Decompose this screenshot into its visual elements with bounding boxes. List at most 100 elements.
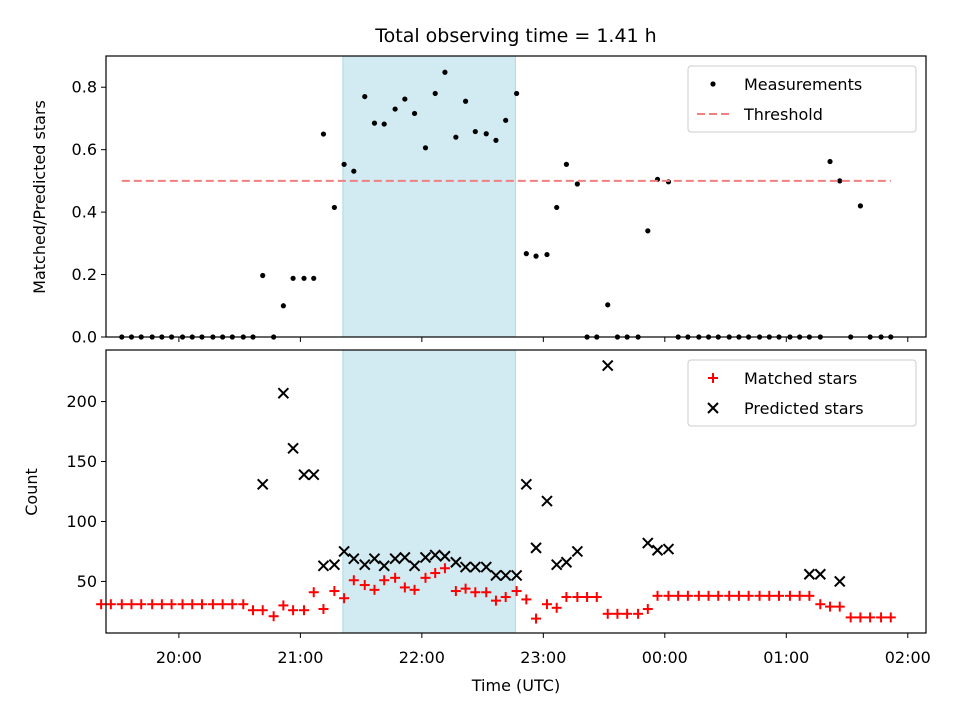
predicted-stars-point: [499, 569, 512, 582]
measurement-point: [503, 117, 509, 123]
matched-stars-point: [784, 590, 795, 601]
matched-stars-point: [359, 580, 370, 591]
matched-stars-point: [572, 592, 583, 603]
x-stroke-b: [480, 561, 492, 573]
x-tick-label: 01:00: [763, 648, 809, 667]
x-stroke-b: [803, 568, 816, 580]
predicted-stars-point: [642, 537, 654, 549]
bottom-axes-frame: [105, 349, 927, 634]
matched-stars-point: [713, 590, 724, 601]
legend-label: Predicted stars: [744, 399, 864, 418]
matched-stars-point: [430, 568, 441, 579]
x-stroke-b: [499, 569, 512, 582]
measurement-point: [544, 251, 550, 258]
top-legend-box: [687, 65, 917, 133]
predicted-stars-point: [317, 560, 330, 572]
x-tick-label: 20:00: [156, 648, 202, 667]
matched-stars-point: [238, 599, 249, 610]
x-stroke-b: [277, 387, 290, 399]
measurement-point: [351, 168, 357, 174]
measurement-point: [483, 131, 489, 137]
measurement-point: [554, 204, 560, 211]
measurement-point: [493, 137, 499, 143]
matched-stars-point: [348, 575, 359, 586]
matched-stars-point: [329, 586, 340, 597]
matched-stars-point: [500, 592, 511, 603]
measurement-point: [402, 96, 408, 102]
matched-stars-point: [633, 608, 644, 619]
predicted-stars-point: [338, 545, 350, 558]
x-stroke-b: [308, 469, 320, 481]
x-stroke-b: [541, 495, 553, 507]
matched-stars-point: [177, 599, 188, 610]
matched-stars-point: [865, 612, 876, 623]
matched-stars-point: [815, 599, 826, 610]
predicted-stars-point: [408, 560, 421, 572]
predicted-stars-point: [450, 556, 462, 568]
x-tick-label: 22:00: [399, 648, 445, 667]
predicted-stars-point: [814, 568, 827, 580]
predicted-stars-point: [348, 552, 360, 565]
measurement-point: [857, 203, 864, 209]
bottom-legend-box: [687, 359, 917, 427]
matched-stars-point: [450, 586, 461, 597]
x-stroke-b: [834, 575, 846, 588]
matched-stars-point: [551, 602, 562, 613]
predicted-stars-point: [560, 556, 573, 568]
predicted-stars-point: [520, 478, 533, 491]
bottom-plot-area: 50 100 150 200 20:00 21:00 22:00 23:00 00:00 01:0…: [66, 349, 931, 667]
predicted-stars-point: [550, 558, 563, 571]
matched-stars-point: [268, 611, 279, 622]
measurement-point: [563, 161, 570, 167]
matched-stars-point: [196, 599, 207, 610]
predicted-stars-point: [419, 551, 432, 564]
measurement-point: [411, 110, 418, 117]
predicted-stars-point: [298, 469, 310, 481]
predicted-stars-point: [803, 568, 816, 580]
matched-stars-point: [278, 600, 289, 611]
matched-stars-point: [612, 608, 623, 619]
measurement-point: [442, 69, 448, 75]
x-stroke-b: [378, 560, 390, 572]
x-stroke-b: [368, 552, 381, 565]
matched-stars-point: [724, 590, 735, 601]
x-tick-label: 00:00: [642, 648, 688, 667]
measurement-point: [432, 90, 438, 97]
x-stroke-b: [389, 552, 401, 565]
predicted-stars-point: [480, 561, 492, 573]
matched-stars-point: [207, 599, 218, 610]
matched-stars-point: [187, 599, 198, 610]
matched-stars-point: [96, 599, 107, 610]
bottom-y-tick-label: 50: [77, 572, 97, 591]
predicted-stars-point: [308, 469, 320, 481]
x-stroke-b: [450, 556, 462, 568]
predicted-stars-point: [602, 359, 614, 372]
predicted-stars-point: [459, 561, 472, 573]
predicted-stars-point: [359, 558, 371, 571]
matched-stars-point: [804, 590, 815, 601]
x-stroke-b: [399, 551, 411, 564]
measurement-point: [381, 121, 387, 127]
x-stroke-b: [602, 359, 614, 372]
top-plot-area: 0.0 0.2 0.4 0.6 0.8 Measurements Threshold: [72, 55, 927, 347]
predicted-stars-point: [571, 545, 584, 558]
top-y-tick-label: 0.8: [72, 78, 97, 97]
predicted-stars-point: [541, 495, 553, 507]
matched-stars-point: [369, 584, 380, 595]
matched-stars-point: [591, 592, 602, 603]
matched-stars-point: [673, 590, 684, 601]
matched-stars-point: [682, 590, 693, 601]
matched-stars-point: [885, 612, 896, 623]
x-stroke-b: [408, 560, 421, 572]
matched-stars-point: [733, 590, 744, 601]
predicted-stars-point: [530, 542, 542, 554]
matched-stars-point: [703, 590, 714, 601]
top-y-axis-label: Matched/Predicted stars: [30, 100, 49, 294]
measurement-point: [837, 178, 843, 184]
predicted-stars-point: [490, 569, 502, 582]
matched-stars-point: [339, 593, 350, 604]
measurement-point: [462, 98, 469, 104]
ratio-panel: Total observing time = 1.41 h Matched/Pr…: [30, 25, 927, 347]
x-tick-label: 21:00: [277, 648, 323, 667]
legend-label: Threshold: [743, 105, 823, 124]
